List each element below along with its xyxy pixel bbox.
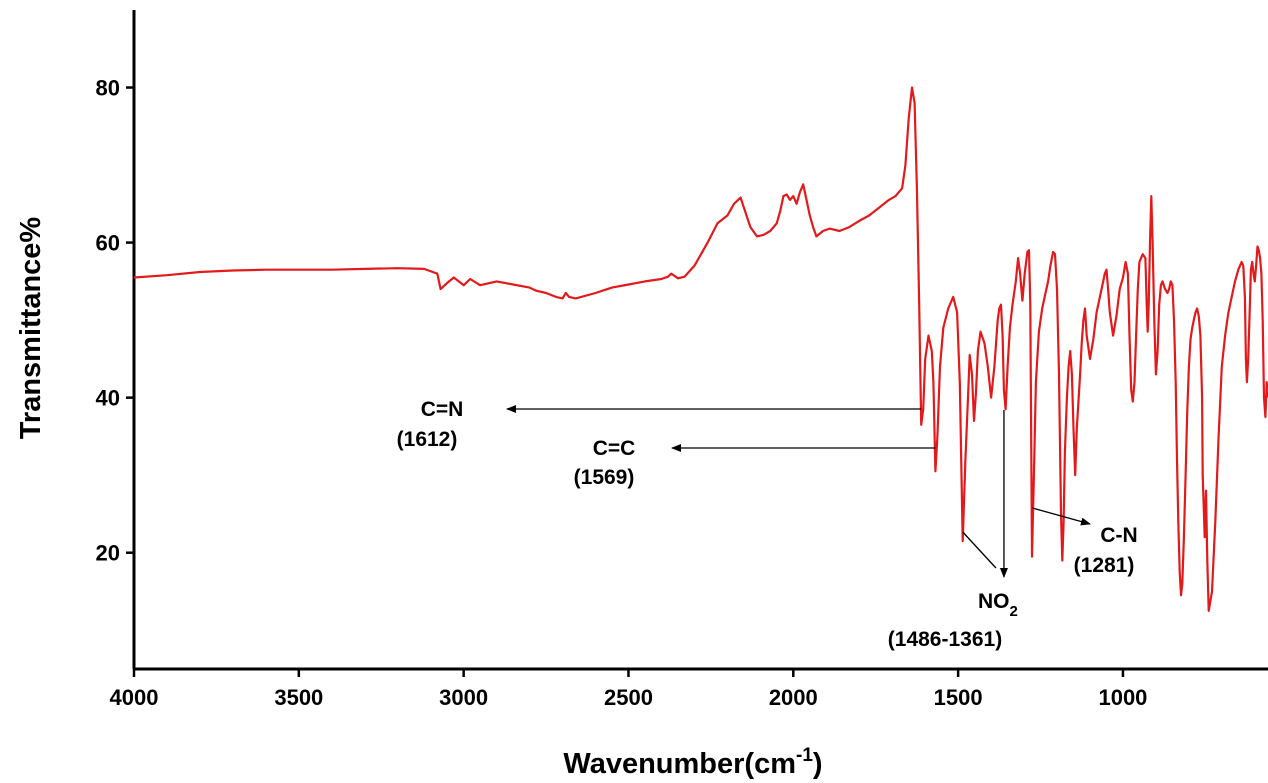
annotation-no2-value: (1486-1361) [888,628,1002,651]
x-tick-label: 1000 [1098,685,1147,710]
annotation-c-c-value: (1569) [574,466,635,489]
y-axis-title: Transmittance% [15,217,47,440]
annotation-c-n-label: C-N [1100,524,1137,547]
x-tick-label: 1500 [934,685,983,710]
x-tick-label: 3000 [439,685,488,710]
arrow-no2-diagonal [962,531,997,569]
y-tick-label: 20 [96,541,120,566]
x-axis-title: Wavenumber(cm-1) [563,745,822,780]
y-tick-label: 40 [96,386,120,411]
x-tick-label: 4000 [110,685,159,710]
x-axis-title-close: ) [813,748,823,780]
x-axis-ticks: 4000 3500 3000 2500 2000 1500 1000 [110,669,1147,710]
x-tick-label: 2000 [769,685,818,710]
x-tick-label: 3500 [274,685,323,710]
x-axis-title-superscript: -1 [796,745,813,766]
y-tick-label: 80 [96,76,120,101]
spectrum-line [133,86,1268,612]
annotation-c-n-double-label: C=N [421,398,464,421]
annotation-no2-text: NO [978,590,1010,613]
y-axis-ticks: 20 40 60 80 [96,76,134,566]
x-axis-title-text: Wavenumber(cm [563,748,796,780]
annotation-c-n-double-value: (1612) [397,428,458,451]
annotation-arrows [506,405,1091,578]
x-tick-label: 2500 [604,685,653,710]
y-tick-label: 60 [96,231,120,256]
arrow-c-n [1032,507,1091,526]
annotation-no2-subscript: 2 [1010,603,1018,620]
annotation-c-c-label: C=C [593,437,636,460]
annotation-no2-label: NO2 [978,590,1018,620]
annotation-c-n-value: (1281) [1074,554,1135,577]
